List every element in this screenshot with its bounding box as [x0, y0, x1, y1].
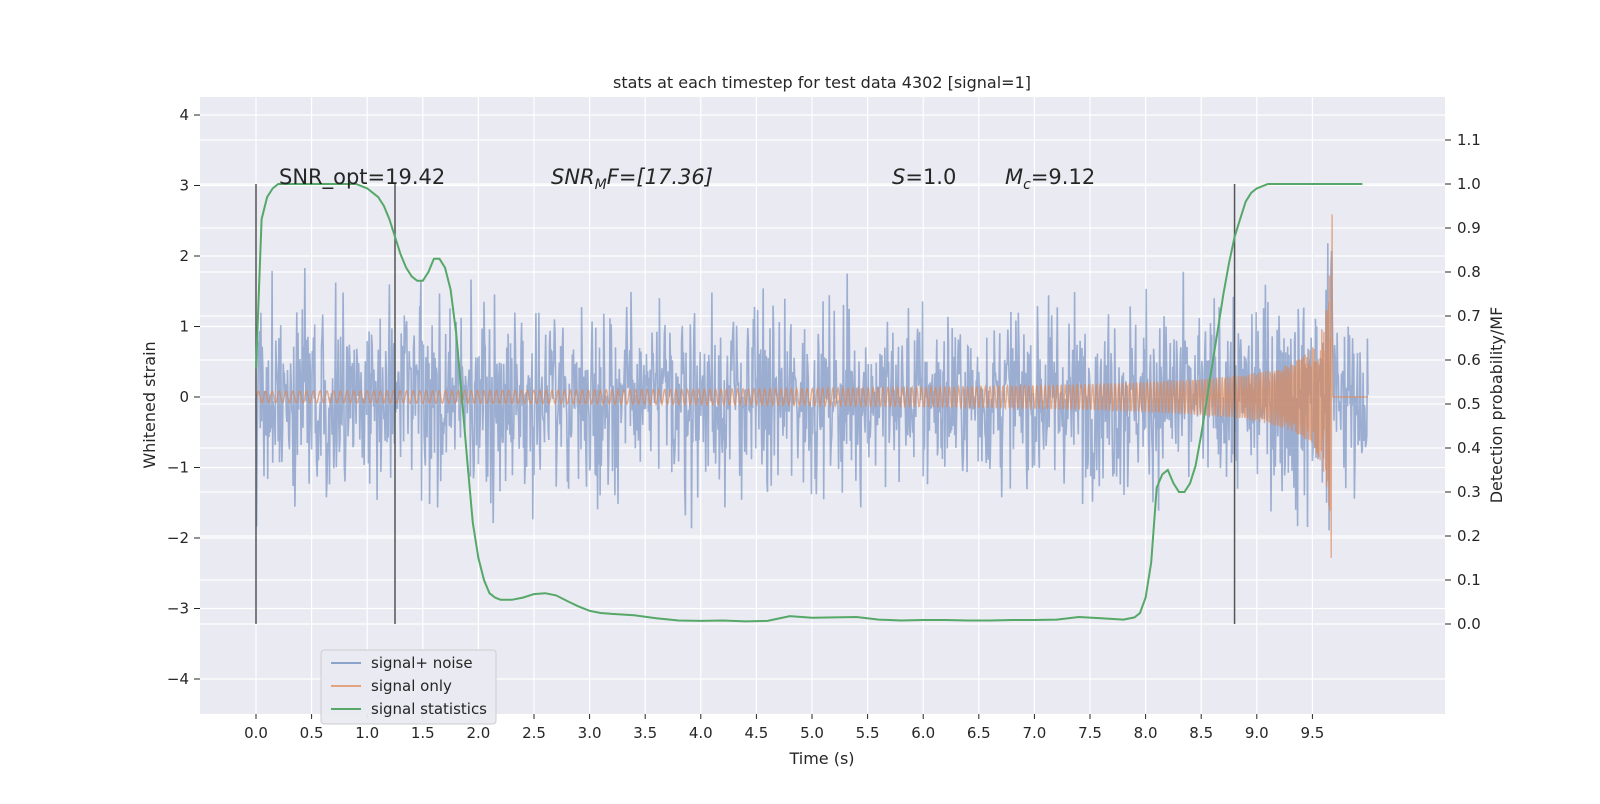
y-tick-label: 0: [179, 388, 189, 406]
legend-label-statistics: signal statistics: [371, 700, 487, 718]
x-tick-label: 9.0: [1245, 724, 1269, 742]
y-right-tick-label: 0.6: [1457, 351, 1481, 369]
signal-series: [255, 214, 1368, 558]
vertical-markers: [255, 184, 1236, 624]
y-right-tick-label: 0.1: [1457, 571, 1481, 589]
annotation-snr-mf-base: SNR: [551, 165, 595, 189]
y-tick-label: −4: [167, 670, 189, 688]
y-right-tick-label: 0.0: [1457, 615, 1481, 633]
signal-line: [255, 214, 1368, 558]
x-tick-label: 8.0: [1134, 724, 1158, 742]
annotation-snr-mf-rest: F=[17.36]: [607, 165, 713, 189]
y-tick-label: 4: [179, 106, 189, 124]
legend-box: [320, 649, 497, 725]
noise-series: [255, 243, 1369, 531]
x-tick-label: 7.5: [1078, 724, 1102, 742]
x-tick-label: 2.0: [466, 724, 490, 742]
x-axis-label: Time (s): [788, 749, 854, 768]
y-tick-label: −2: [167, 529, 189, 547]
y-right-tick-label: 0.2: [1457, 527, 1481, 545]
legend: signal+ noise signal only signal statist…: [320, 649, 497, 725]
y-right-axis-label: Detection probability/MF: [1487, 307, 1506, 504]
x-tick-label: 8.5: [1189, 724, 1213, 742]
annotation-s: S=1.0: [892, 165, 956, 189]
annotation-mc: Mc=9.12: [1005, 165, 1095, 193]
x-tick-label: 6.0: [911, 724, 935, 742]
annotation-s-rest: =1.0: [905, 165, 956, 189]
x-tick-label: 5.0: [800, 724, 824, 742]
legend-label-noise: signal+ noise: [371, 654, 473, 672]
x-tick-label: 3.0: [578, 724, 602, 742]
annotation-mc-sub: c: [1023, 177, 1031, 193]
y-right-tick-label: 0.3: [1457, 483, 1481, 501]
x-tick-label: 0.5: [300, 724, 324, 742]
statistics-line: [255, 183, 1363, 623]
x-tick-label: 1.0: [355, 724, 379, 742]
annotation-mc-rest: =9.12: [1031, 165, 1095, 189]
x-tick-label: 3.5: [633, 724, 657, 742]
x-tick-label: 9.5: [1300, 724, 1324, 742]
x-tick-label: 2.5: [522, 724, 546, 742]
annotation-snr-mf-sub: M: [595, 177, 607, 193]
x-tick-label: 4.0: [689, 724, 713, 742]
x-tick-label: 4.5: [744, 724, 768, 742]
annotation-mc-base: M: [1005, 165, 1023, 189]
annotation-snr-mf: SNRMF=[17.36]: [551, 165, 713, 193]
y-tick-label: 1: [179, 318, 189, 336]
y-tick-labels: 4 3 2 1 0 −1 −2 −3 −4: [167, 106, 200, 688]
statistics-series: [255, 183, 1363, 623]
y-right-tick-label: 1.0: [1457, 175, 1481, 193]
y-right-tick-label: 0.5: [1457, 395, 1481, 413]
y-right-tick-labels: 1.1 1.0 0.9 0.8 0.7 0.6 0.5 0.4 0.3 0.2 0.1 0.0: [1445, 131, 1481, 633]
y-tick-label: 3: [179, 177, 189, 195]
legend-label-signal: signal only: [371, 677, 452, 695]
y-right-tick-label: 1.1: [1457, 131, 1481, 149]
y-right-tick-label: 0.4: [1457, 439, 1481, 457]
y-tick-label: 2: [179, 247, 189, 265]
y-axis-label: Whitened strain: [140, 341, 159, 468]
y-right-tick-label: 0.7: [1457, 307, 1481, 325]
y-right-tick-label: 0.9: [1457, 219, 1481, 237]
y-tick-label: −3: [167, 600, 189, 618]
x-tick-label: 6.5: [967, 724, 991, 742]
x-tick-label: 0.0: [244, 724, 268, 742]
x-tick-label: 1.5: [411, 724, 435, 742]
y-right-tick-label: 0.8: [1457, 263, 1481, 281]
x-tick-label: 5.5: [856, 724, 880, 742]
annotation-snr-opt: SNR_opt=19.42: [279, 165, 445, 190]
y-tick-label: −1: [167, 459, 189, 477]
chart-title: stats at each timestep for test data 430…: [613, 73, 1031, 92]
annotation-s-base: S: [892, 165, 905, 189]
x-tick-label: 7.0: [1022, 724, 1046, 742]
noise-line: [255, 243, 1369, 531]
x-tick-labels: 0.0 0.5 1.0 1.5 2.0 2.5 3.0 3.5 4.0 4.5 5.0 5.5 6.0 6…: [244, 714, 1324, 742]
